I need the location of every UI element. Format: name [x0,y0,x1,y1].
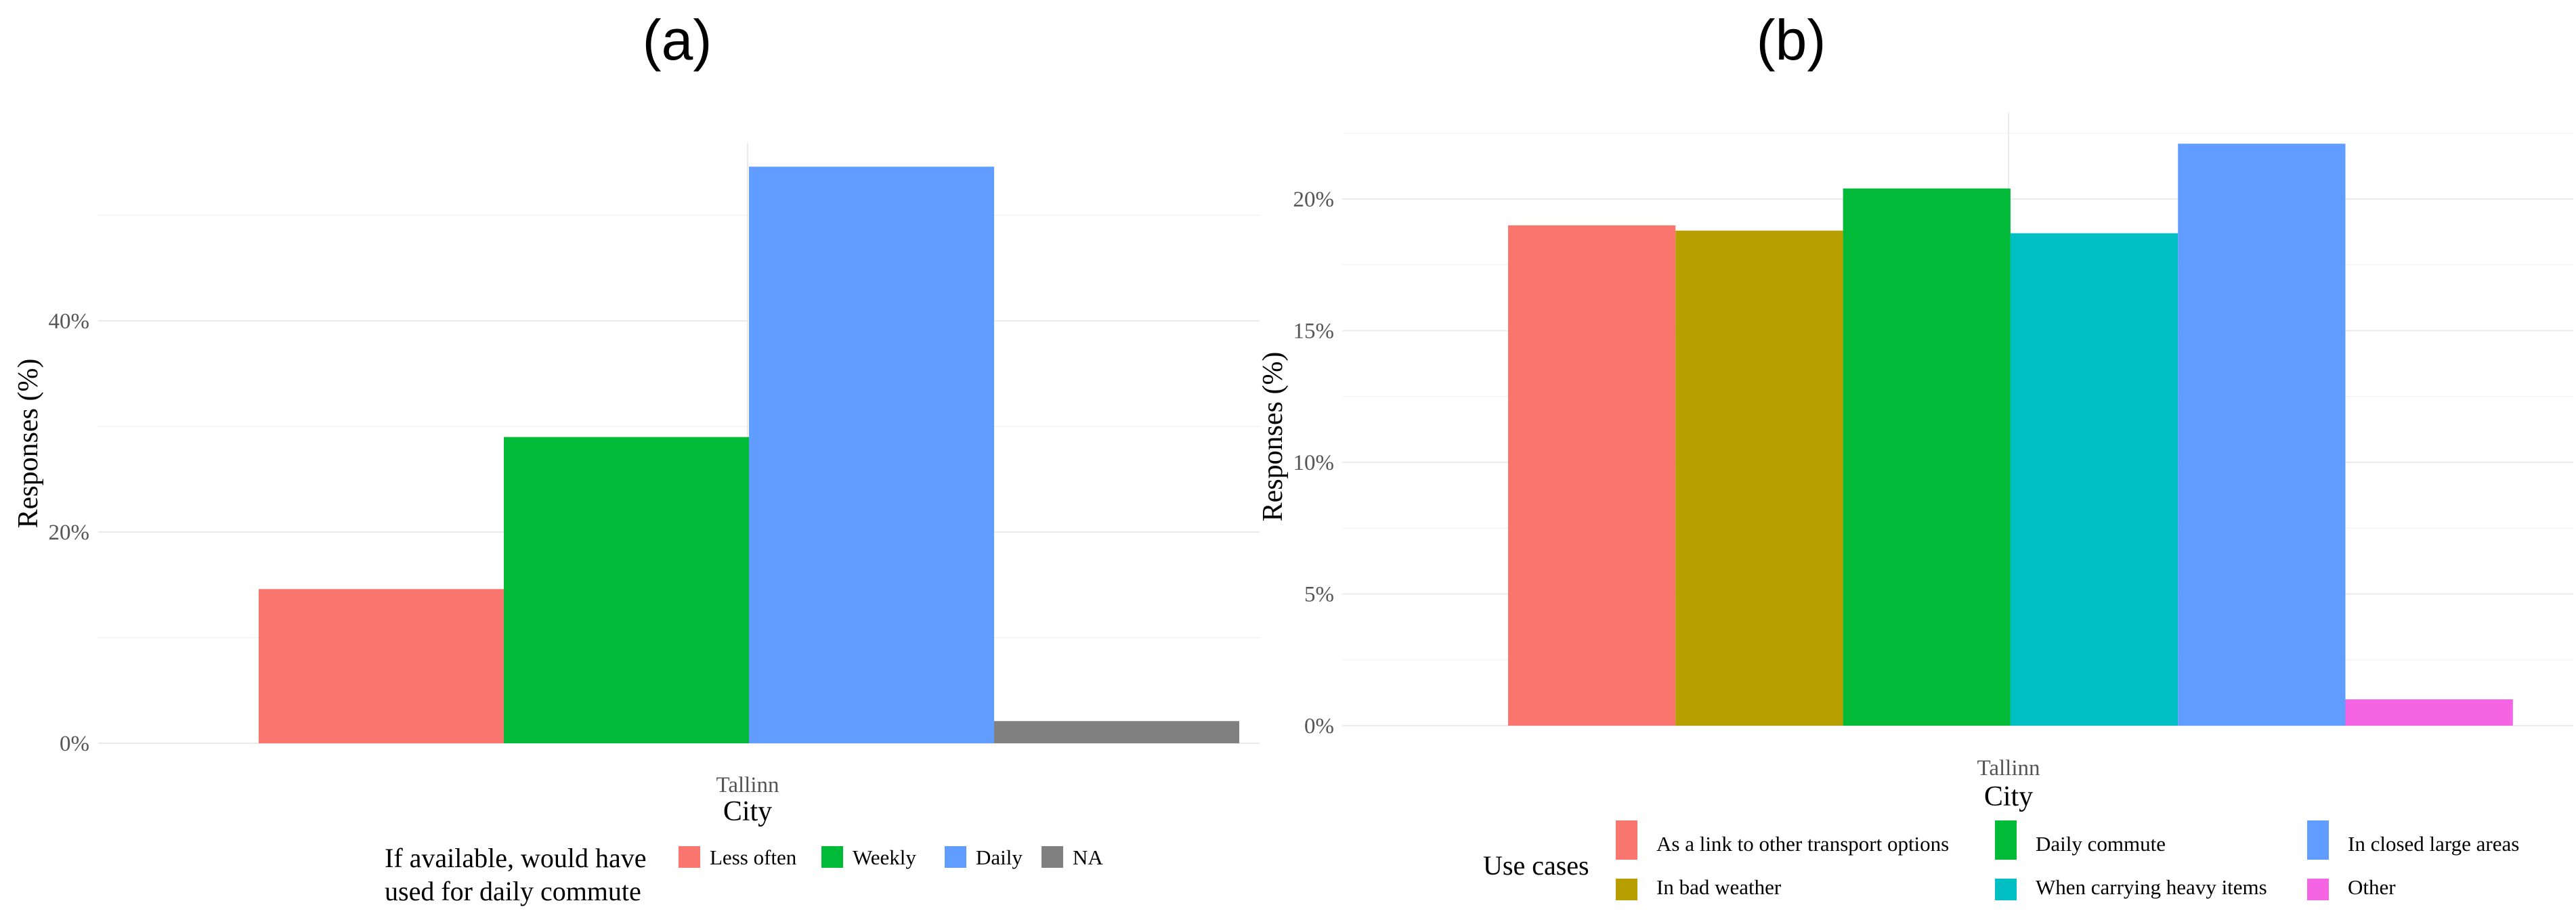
panel-a-chart: (a) 0%20%40% Tallinn City Responses (%) … [13,8,1260,906]
panel-a-y-axis-title: Responses (%) [13,359,44,529]
bar-daily [749,167,994,743]
y-tick-label: 15% [1293,320,1335,344]
panel-b-y-axis-title: Responses (%) [1258,352,1289,522]
panel-a-legend-title-line-2: used for daily commute [385,876,641,906]
legend-swatch-as-a-link-to-other-transport-options [1616,820,1637,860]
bar-as-a-link-to-other-transport-options [1508,225,1675,726]
panel-a-legend: If available, would have used for daily … [385,843,1103,906]
y-tick-label: 40% [49,309,90,334]
panel-b-title: (b) [1757,8,1826,72]
panel-b-x-axis-title: City [1984,781,2033,812]
legend-label-when-carrying-heavy-items: When carrying heavy items [2036,875,2267,899]
panel-a-x-tick-label: Tallinn [716,773,779,797]
bar-less-often [259,589,504,743]
legend-label-in-closed-large-areas: In closed large areas [2348,832,2519,856]
y-tick-label: 0% [60,732,89,756]
panel-a-legend-title-line-1: If available, would have [385,843,647,873]
panel-b-x-tick-label: Tallinn [1977,756,2040,780]
legend-label-less-often: Less often [710,845,797,869]
legend-label-weekly: Weekly [853,845,916,869]
bar-daily-commute [1843,188,2011,726]
panel-b-legend: Use cases As a link to other transport o… [1483,820,2519,900]
legend-swatch-other [2307,879,2329,900]
panel-b-chart: (b) 0% 5% 10% 15% 20% Tallinn City Responses… [1258,8,2573,900]
panel-a-legend-items: Less often Weekly Daily NA [679,845,1103,869]
legend-label-as-a-link-to-other-transport-options: As a link to other transport options [1656,832,1949,856]
panel-a-y-ticks: 0% 20% 40% [49,309,90,756]
legend-label-daily: Daily [976,845,1023,869]
legend-label-daily-commute: Daily commute [2036,832,2166,856]
legend-label-other: Other [2348,875,2396,899]
bar-other [2346,699,2513,726]
y-tick-label: 10% [1293,451,1335,475]
legend-label-in-bad-weather: In bad weather [1656,875,1782,899]
legend-label-na: NA [1073,845,1103,869]
legend-swatch-daily-commute [1995,820,2017,860]
bar-in-closed-large-areas [2178,144,2345,726]
bar-when-carrying-heavy-items [2011,234,2178,726]
bar-in-bad-weather [1675,231,1843,726]
panel-b-y-ticks: 0% 5% 10% 15% 20% [1293,188,1335,739]
panel-b-bars [1508,144,2513,726]
panel-a-title: (a) [643,8,712,72]
bar-weekly [504,437,749,743]
panel-b-legend-title: Use cases [1483,850,1589,881]
legend-swatch-when-carrying-heavy-items [1995,879,2017,900]
y-tick-label: 0% [1304,714,1334,739]
y-tick-label: 20% [1293,188,1335,212]
legend-swatch-na [1042,846,1063,868]
legend-swatch-less-often [679,846,700,868]
bar-na [994,721,1239,743]
y-tick-label: 5% [1304,583,1334,607]
legend-swatch-daily [945,846,966,868]
panel-a-bars [259,167,1239,743]
legend-swatch-weekly [821,846,843,868]
panel-a-x-axis-title: City [723,796,772,827]
legend-swatch-in-bad-weather [1616,879,1637,900]
legend-swatch-in-closed-large-areas [2307,820,2329,860]
panel-b-legend-items: As a link to other transport options In b… [1616,820,2519,900]
y-tick-label: 20% [49,521,90,545]
